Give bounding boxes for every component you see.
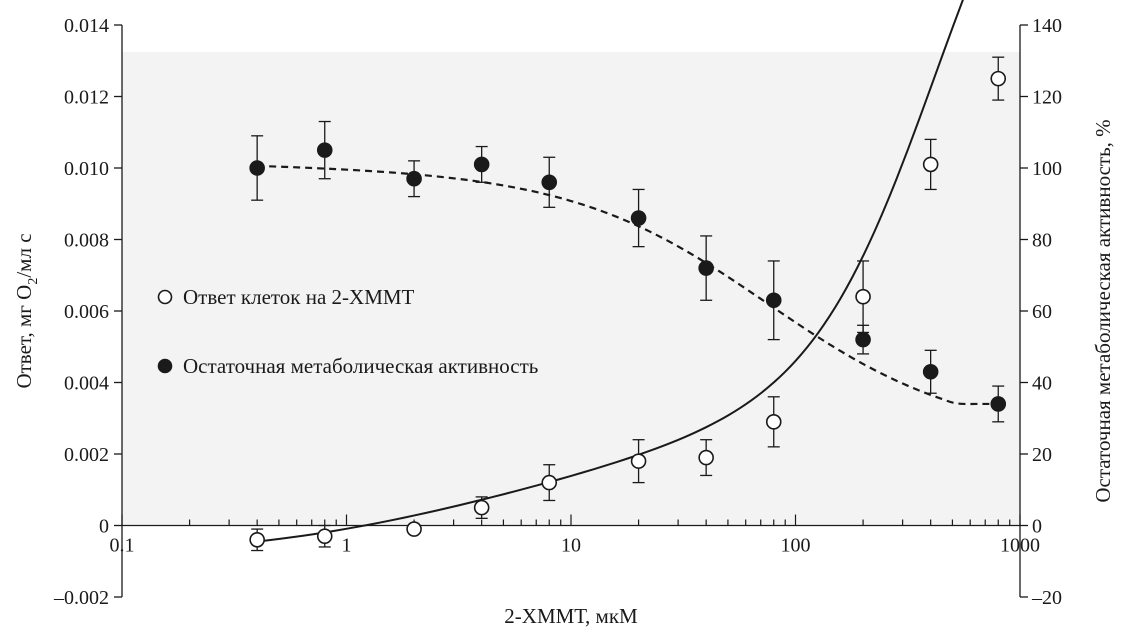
y-left-tick-label: 0 (99, 516, 109, 538)
y-left-tick-label: 0.012 (64, 87, 109, 109)
activity-point (698, 260, 714, 276)
legend-filled-circle-marker (157, 358, 173, 374)
activity-point (990, 396, 1007, 412)
y-left-tick-label: 0.014 (64, 15, 109, 37)
x-axis-label: 2-ХММТ, мкМ (504, 604, 638, 627)
activity-point (765, 292, 782, 309)
response-point (473, 499, 490, 516)
fit-curves (257, 0, 999, 543)
response-point (249, 531, 265, 548)
y-right-tick-label: 0 (1032, 516, 1042, 538)
activity-point (922, 363, 939, 380)
y-right-tick-label: 40 (1032, 373, 1052, 395)
plot-area (122, 52, 1020, 525)
y-left-label-part: /мл с (12, 233, 36, 277)
activity-point (541, 174, 558, 191)
y-right-tick-label: 20 (1032, 444, 1052, 466)
axis-labels: 2-ХММТ, мкМ Ответ, мг O2/мл с Остаточная м… (12, 119, 1115, 627)
activity-point (249, 160, 265, 176)
activity-point (630, 210, 647, 226)
axes: –0.002 0 0.002 0.004 0.006 0.008 0.010 0.012 0.0… (53, 15, 1062, 609)
y-left-tick-label: 0.006 (64, 301, 109, 323)
response-point (406, 521, 422, 537)
activity-point (855, 331, 871, 348)
x-tick-label: 100 (781, 535, 811, 557)
y-right-tick-label: 140 (1032, 15, 1062, 37)
activity-point (316, 142, 333, 158)
legend: Ответ клеток на 2-ХММТ Остаточная метабол… (157, 285, 538, 378)
x-tick-label: 1 (342, 535, 352, 557)
y-left-tick-label: 0.008 (64, 230, 109, 252)
response-fit-line (257, 0, 964, 543)
legend-label-response: Ответ клеток на 2-ХММТ (183, 285, 415, 309)
response-point (855, 288, 871, 305)
y-left-tick-label: 0.010 (64, 158, 109, 180)
x-tick-label: 0.1 (110, 535, 135, 557)
data-points (249, 56, 1007, 552)
response-point (765, 414, 782, 430)
response-point (922, 156, 939, 173)
y-left-label-part: Ответ, мг O (12, 285, 36, 389)
response-point (316, 528, 333, 545)
y-axis-left-label: Ответ, мг O2/мл с (12, 233, 41, 388)
y-right-tick-label: 60 (1032, 301, 1052, 323)
y-right-tick-label: 80 (1032, 230, 1052, 252)
y-left-tick-label: –0.002 (53, 587, 109, 609)
activity-point (406, 170, 422, 187)
x-tick-label: 1000 (1000, 535, 1040, 557)
response-point (990, 70, 1007, 87)
x-tick-label: 10 (561, 535, 581, 557)
y-left-tick-label: 0.004 (64, 373, 109, 395)
response-point (630, 453, 647, 469)
y-right-tick-label: –20 (1031, 587, 1062, 609)
activity-fit-line (257, 164, 999, 406)
response-point (541, 474, 558, 491)
y-right-tick-label: 120 (1032, 87, 1062, 109)
y-left-label-subscript: 2 (26, 278, 41, 285)
activity-point (473, 156, 490, 173)
legend-label-activity: Остаточная метаболическая активность (183, 354, 538, 378)
y-left-tick-label: 0.002 (64, 444, 109, 466)
y-right-tick-label: 100 (1032, 158, 1062, 180)
response-point (698, 449, 714, 466)
legend-open-circle-marker (157, 289, 173, 305)
y-axis-right-label: Остаточная метаболическая активность, % (1091, 119, 1115, 502)
